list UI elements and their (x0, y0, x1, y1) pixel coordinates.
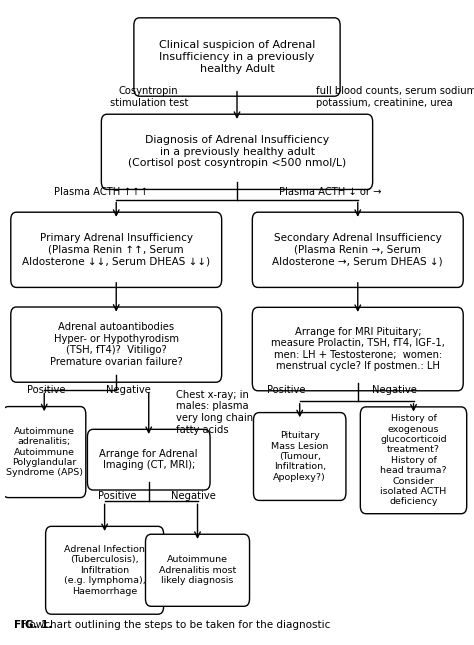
FancyBboxPatch shape (146, 534, 249, 606)
Text: Adrenal Infection
(Tuberculosis),
Infiltration
(e.g. lymphoma),
Haemorrhage: Adrenal Infection (Tuberculosis), Infilt… (64, 545, 146, 595)
Text: FIG. 1.: FIG. 1. (14, 620, 53, 630)
Text: Diagnosis of Adrenal Insufficiency
in a previously healthy adult
(Cortisol post : Diagnosis of Adrenal Insufficiency in a … (128, 135, 346, 168)
Text: Plasma ACTH ↑↑↑: Plasma ACTH ↑↑↑ (54, 187, 148, 197)
Text: Negative: Negative (372, 385, 417, 395)
FancyBboxPatch shape (252, 212, 463, 288)
FancyBboxPatch shape (11, 212, 222, 288)
FancyBboxPatch shape (11, 307, 222, 382)
FancyBboxPatch shape (101, 114, 373, 190)
FancyBboxPatch shape (46, 526, 164, 614)
Text: Positive: Positive (267, 385, 306, 395)
Text: Adrenal autoantibodies
Hyper- or Hypothyrodism
(TSH, fT4)?  Vitiligo?
Premature : Adrenal autoantibodies Hyper- or Hypothy… (50, 322, 182, 367)
Text: Positive: Positive (98, 491, 136, 501)
Text: Flowchart outlining the steps to be taken for the diagnostic: Flowchart outlining the steps to be take… (14, 620, 330, 630)
FancyBboxPatch shape (252, 307, 463, 391)
Text: full blood counts, serum sodium,
potassium, creatinine, urea: full blood counts, serum sodium, potassi… (316, 86, 474, 108)
Text: Secondary Adrenal Insufficiency
(Plasma Renin →, Serum
Aldosterone →, Serum DHEA: Secondary Adrenal Insufficiency (Plasma … (273, 233, 443, 266)
FancyBboxPatch shape (3, 406, 86, 497)
Text: Negative: Negative (171, 491, 216, 501)
Text: Autoimmune
Adrenalitis most
likely diagnosis: Autoimmune Adrenalitis most likely diagn… (159, 555, 236, 585)
FancyBboxPatch shape (360, 407, 467, 513)
FancyBboxPatch shape (254, 413, 346, 501)
FancyBboxPatch shape (134, 18, 340, 96)
Text: Chest x-ray; in
males: plasma
very long chain
fatty acids: Chest x-ray; in males: plasma very long … (176, 390, 253, 435)
Text: Arrange for MRI Pituitary;
measure Prolactin, TSH, fT4, IGF-1,
men: LH + Testost: Arrange for MRI Pituitary; measure Prola… (271, 326, 445, 372)
Text: Cosyntropin
stimulation test: Cosyntropin stimulation test (109, 86, 188, 108)
Text: Positive: Positive (27, 385, 65, 395)
Text: Autoimmune
adrenalitis;
Autoimmune
Polyglandular
Syndrome (APS): Autoimmune adrenalitis; Autoimmune Polyg… (6, 427, 83, 477)
Text: Negative: Negative (106, 385, 151, 395)
Text: Clinical suspicion of Adrenal
Insufficiency in a previously
healthy Adult: Clinical suspicion of Adrenal Insufficie… (159, 41, 315, 74)
Text: Plasma ACTH ↓ or →: Plasma ACTH ↓ or → (279, 187, 381, 197)
Text: Arrange for Adrenal
Imaging (CT, MRI);: Arrange for Adrenal Imaging (CT, MRI); (100, 449, 198, 470)
FancyBboxPatch shape (87, 430, 210, 490)
Text: Pituitary
Mass Lesion
(Tumour,
Infiltration,
Apoplexy?): Pituitary Mass Lesion (Tumour, Infiltrat… (271, 432, 328, 482)
Text: Primary Adrenal Insufficiency
(Plasma Renin ↑↑, Serum
Aldosterone ↓↓, Serum DHEA: Primary Adrenal Insufficiency (Plasma Re… (22, 233, 210, 266)
Text: History of
exogenous
glucocorticoid
treatment?
History of
head trauma?
Consider
: History of exogenous glucocorticoid trea… (380, 414, 447, 506)
